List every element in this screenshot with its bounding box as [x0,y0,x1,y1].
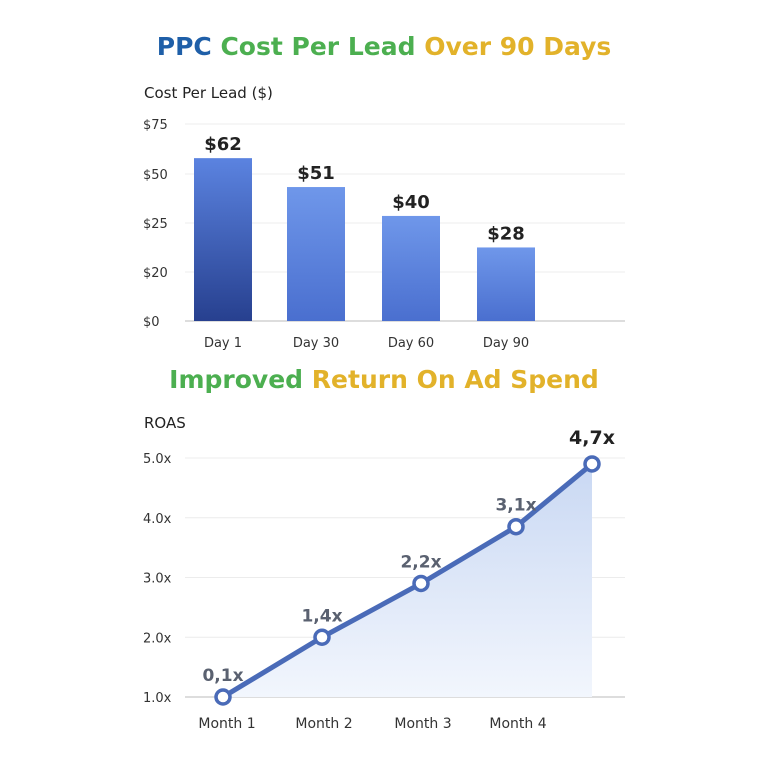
bar-chart-y-tick-label: $75 [143,118,168,133]
line-chart-title-part-1: Return On Ad Spend [311,365,599,394]
bar-data-label: $28 [487,223,525,244]
roas-point [214,688,232,706]
bar-4 [477,247,535,321]
bar-chart-x-tick-label: Day 60 [388,336,434,351]
roas-data-label: 1,4x [301,606,342,626]
line-chart-y-tick-label: 3.0x [143,572,172,587]
roas-point [412,574,430,593]
roas-data-label: 4,7x [569,427,615,449]
bar-chart-y-tick-label: $0 [143,315,160,330]
roas-point [313,628,331,646]
bar-chart-y-tick-label: $20 [143,266,168,281]
roas-data-label: 0,1x [202,666,243,686]
line-chart-x-tick-label: Month 4 [489,716,546,732]
line-chart-y-tick-label: 1.0x [143,691,172,706]
line-chart-x-tick-label: Month 3 [394,716,451,732]
roas-point [583,455,601,473]
bar-chart-y-tick-label: $25 [143,217,168,232]
line-chart-x-tick-label: Month 1 [198,716,255,732]
line-chart-y-tick-label: 4.0x [143,512,172,527]
roas-data-label: 2,2x [400,552,441,572]
line-chart-x-tick-label: Month 2 [295,716,352,732]
bar-chart-y-tick-label: $50 [143,168,168,183]
bar-data-label: $51 [297,163,335,184]
bar-chart-title-part-0: PPC [156,32,221,61]
bar-data-label: $40 [392,192,430,213]
line-chart-title: Improved Return On Ad Spend [0,365,768,394]
bar-1 [194,158,252,321]
line-chart-y-tick-label: 2.0x [143,631,172,646]
bar-3 [382,215,440,321]
bar-data-label: $62 [204,134,242,155]
bar-chart-x-tick-label: Day 90 [483,336,529,351]
roas-data-label: 3,1x [495,496,536,516]
bar-chart-y-axis-label: Cost Per Lead ($) [144,84,273,102]
bar-chart-title-part-2: Over 90 Days [424,32,612,61]
roas-point [507,517,525,536]
bar-chart: $75 $50 $25 $20 $0 $62 Day 1 $51 Day 30 $40 Day 60… [143,118,625,351]
bar-2 [287,187,345,321]
bar-chart-title-part-1: Cost Per Lead [220,32,425,61]
line-chart-y-axis-label: ROAS [144,414,186,432]
bar-chart-x-tick-label: Day 30 [293,336,339,351]
bar-chart-title: PPC Cost Per Lead Over 90 Days [0,32,768,61]
line-chart-y-tick-label: 5.0x [143,452,172,467]
bar-chart-x-tick-label: Day 1 [204,336,242,351]
line-chart-title-part-0: Improved [169,365,312,394]
roas-area-fill [223,463,592,697]
